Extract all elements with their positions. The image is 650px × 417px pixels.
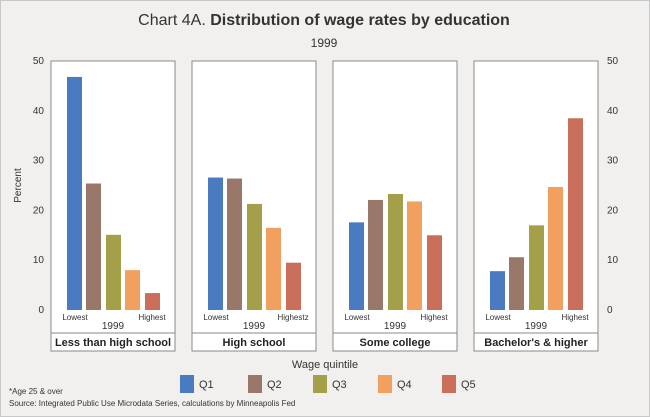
bar-q2 bbox=[227, 178, 242, 310]
x-tick-label-high: Highest bbox=[561, 313, 589, 322]
legend-label-q1: Q1 bbox=[199, 379, 214, 391]
x-tick-label-high: Highest bbox=[138, 313, 166, 322]
legend-swatch-q2 bbox=[248, 375, 262, 393]
x-tick-label-high: Highest bbox=[420, 313, 448, 322]
x-tick-label-high: Highestz bbox=[277, 313, 308, 322]
chart-title-prefix: Chart 4A. bbox=[138, 12, 206, 29]
legend-label-q5: Q5 bbox=[461, 379, 476, 391]
legend-label-q2: Q2 bbox=[267, 379, 282, 391]
panel-category-label: Less than high school bbox=[55, 337, 171, 349]
y-tick-label-left: 30 bbox=[33, 156, 45, 167]
bar-q4 bbox=[548, 186, 563, 310]
bar-q4 bbox=[407, 201, 422, 310]
bar-q5 bbox=[145, 293, 160, 310]
legend-swatch-q3 bbox=[313, 375, 327, 393]
y-tick-label-right: 0 bbox=[607, 305, 613, 316]
bar-q5 bbox=[286, 262, 301, 310]
bar-q3 bbox=[529, 225, 544, 310]
panel-year-label: 1999 bbox=[102, 321, 125, 332]
bar-q3 bbox=[388, 193, 403, 310]
chart-title-main: Distribution of wage rates by education bbox=[210, 12, 510, 29]
panel-category-label: Some college bbox=[360, 337, 431, 349]
legend-swatch-q4 bbox=[378, 375, 392, 393]
source-note: Source: Integrated Public Use Microdata … bbox=[9, 399, 296, 408]
y-tick-label-left: 50 bbox=[33, 56, 45, 67]
panel-year-label: 1999 bbox=[525, 321, 548, 332]
bar-q5 bbox=[568, 118, 583, 311]
x-tick-label-low: Lowest bbox=[485, 313, 511, 322]
y-tick-label-left: 20 bbox=[33, 205, 45, 216]
x-tick-label-low: Lowest bbox=[344, 313, 370, 322]
x-axis-label: Wage quintile bbox=[292, 359, 358, 371]
footnote: *Age 25 & over bbox=[9, 387, 63, 396]
y-tick-label-right: 40 bbox=[607, 106, 619, 117]
bar-q2 bbox=[509, 257, 524, 310]
panel-category-label: High school bbox=[223, 337, 286, 349]
bar-q1 bbox=[67, 76, 82, 310]
bar-q2 bbox=[368, 199, 383, 310]
bar-q2 bbox=[86, 183, 101, 310]
panel-category-label: Bachelor's & higher bbox=[484, 337, 588, 349]
bar-q4 bbox=[125, 270, 140, 310]
legend-label-q3: Q3 bbox=[332, 379, 347, 391]
y-tick-label-right: 20 bbox=[607, 205, 619, 216]
y-tick-label-left: 0 bbox=[38, 305, 44, 316]
y-tick-label-right: 50 bbox=[607, 56, 619, 67]
bar-q4 bbox=[266, 227, 281, 310]
panel-year-label: 1999 bbox=[243, 321, 266, 332]
bar-q1 bbox=[490, 271, 505, 310]
legend-label-q4: Q4 bbox=[397, 379, 412, 391]
chart-subtitle: 1999 bbox=[310, 36, 338, 50]
chart-title: Chart 4A. Distribution of wage rates by … bbox=[0, 12, 648, 30]
legend-swatch-q1 bbox=[180, 375, 194, 393]
y-tick-label-left: 40 bbox=[33, 106, 45, 117]
bar-q1 bbox=[349, 222, 364, 310]
y-axis-label: Percent bbox=[13, 168, 24, 203]
y-tick-label-right: 30 bbox=[607, 156, 619, 167]
panel-year-label: 1999 bbox=[384, 321, 407, 332]
y-tick-label-right: 10 bbox=[607, 255, 619, 266]
bar-q3 bbox=[247, 203, 262, 310]
bar-q3 bbox=[106, 234, 121, 310]
y-tick-label-left: 10 bbox=[33, 255, 45, 266]
bar-q5 bbox=[427, 235, 442, 310]
legend-swatch-q5 bbox=[442, 375, 456, 393]
bar-q1 bbox=[208, 177, 223, 310]
x-tick-label-low: Lowest bbox=[62, 313, 88, 322]
x-tick-label-low: Lowest bbox=[203, 313, 229, 322]
